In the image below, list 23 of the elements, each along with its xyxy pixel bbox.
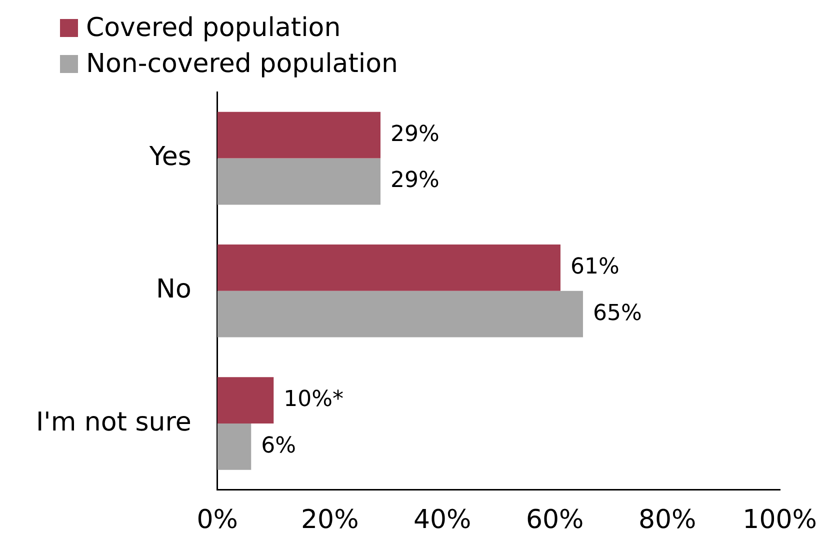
bar (217, 377, 274, 424)
data-label: 29% (390, 122, 440, 147)
legend-label: Non-covered population (86, 48, 398, 81)
data-label: 10%* (284, 387, 344, 412)
bar (217, 244, 560, 291)
x-tick-label: 20% (300, 505, 359, 536)
data-label: 65% (592, 300, 642, 326)
bar (217, 158, 380, 205)
bar (217, 424, 252, 470)
x-tick-label: 60% (526, 505, 584, 536)
x-tick-label: 0% (196, 505, 238, 536)
bar (217, 290, 583, 338)
y-tick-label: I'm not sure (36, 407, 192, 438)
legend-label: Covered population (86, 12, 341, 45)
y-tick-label: Yes (148, 142, 192, 172)
x-tick-label: 80% (638, 505, 696, 536)
data-label: 29% (390, 168, 440, 194)
y-tick-label: No (156, 274, 192, 305)
x-tick-label: 40% (413, 505, 472, 536)
x-tick-label: 100% (742, 505, 818, 536)
data-label: 6% (261, 433, 296, 458)
bar (217, 112, 380, 158)
data-label: 61% (570, 254, 620, 280)
